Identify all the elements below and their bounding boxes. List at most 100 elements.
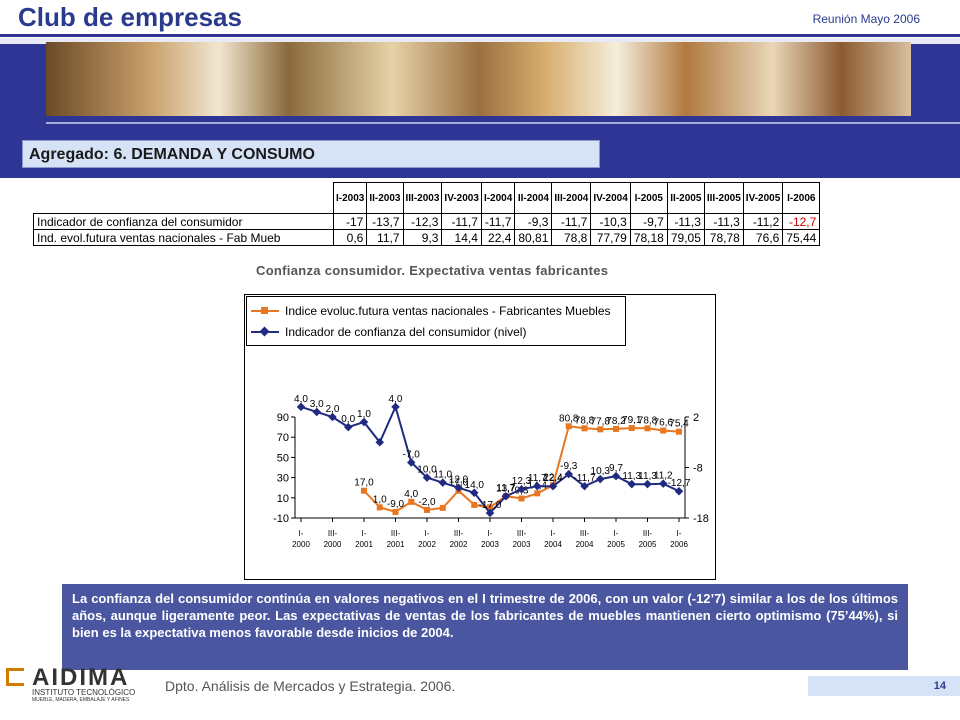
data-label: 13,7: [496, 483, 516, 494]
y-right-tick-label: 2: [693, 412, 699, 424]
data-label: 1,0: [373, 494, 387, 505]
data-point: [422, 473, 432, 482]
x-tick-label-year: 2004: [544, 540, 562, 549]
data-label: 78,8: [638, 415, 658, 426]
x-tick-label-top: III-: [328, 529, 338, 538]
data-table: I-2003 II-2003 III-2003 IV-2003 I-2004 II-200…: [33, 182, 821, 246]
x-tick-label-year: 2005: [639, 540, 657, 549]
data-point: [392, 508, 399, 515]
data-label: 11,7: [496, 483, 515, 494]
table-row: Ind. evol.futura ventas nacionales - Fab…: [33, 229, 821, 246]
legend-label-sales: Indice evoluc.futura ventas nacionales -…: [285, 304, 611, 318]
x-tick-label-year: 2002: [418, 540, 436, 549]
x-tick-label-year: 2004: [576, 540, 594, 549]
data-point: [597, 426, 604, 433]
column-header: IV-2005: [742, 182, 784, 214]
table-cell: 75,44: [782, 229, 821, 246]
legend-swatch-confidence: [251, 326, 279, 337]
data-label: 76,6: [654, 418, 674, 429]
x-tick-label-top: I-: [425, 529, 430, 538]
header-title: Club de empresas: [18, 2, 242, 32]
data-point: [485, 508, 495, 518]
table-cell: 14,4: [441, 229, 482, 246]
table-cell: -13,7: [366, 213, 404, 230]
data-label: 2,0: [326, 404, 340, 415]
data-point: [548, 481, 558, 491]
table-cell: -9,7: [629, 213, 668, 230]
table-cell: -10,3: [590, 213, 631, 230]
x-tick-label-top: I-: [488, 529, 493, 538]
legend-item-sales: Indice evoluc.futura ventas nacionales -…: [247, 303, 611, 319]
data-point: [359, 417, 369, 427]
data-point: [534, 490, 541, 497]
column-header: I-2006: [782, 182, 821, 214]
logo-mark-icon: [6, 668, 24, 686]
x-tick-label-top: III-: [391, 529, 401, 538]
column-header: I-2003: [332, 182, 368, 214]
x-tick-label-top: I-: [677, 529, 682, 538]
table-cell: 76,6: [742, 229, 784, 246]
data-label: 11,3: [622, 471, 641, 482]
x-tick-label-year: 2000: [292, 540, 310, 549]
data-label: 17,0: [354, 478, 374, 489]
y-left-tick-label: 30: [277, 473, 289, 485]
data-point: [564, 469, 573, 479]
logo-subtitle: INSTITUTO TECNOLÓGICO: [32, 688, 136, 697]
table-cell: -12,3: [402, 213, 443, 230]
data-point: [518, 495, 525, 502]
x-tick-label-year: 2003: [513, 540, 531, 549]
footer-text: Dpto. Análisis de Mercados y Estrategia.…: [165, 678, 456, 694]
x-tick-label-year: 2001: [387, 540, 405, 549]
data-label: 10,0: [417, 465, 437, 476]
y-left-tick-label: 50: [277, 452, 289, 464]
data-label: 11,2: [654, 471, 673, 482]
data-label: 12,3: [512, 476, 532, 487]
column-header: II-2004: [514, 182, 553, 214]
data-label: -9,0: [387, 499, 405, 510]
meeting-label: Reunión Mayo 2006: [812, 12, 920, 26]
data-label: 75,4: [669, 419, 689, 430]
y-left-tick-label: 70: [277, 432, 289, 444]
data-label: 77,8: [591, 416, 611, 427]
data-label: -12,7: [668, 478, 691, 489]
data-label: 4,0: [404, 489, 418, 500]
column-header: IV-2004: [590, 182, 631, 214]
data-label: -2,0: [418, 497, 436, 508]
data-point: [391, 402, 400, 412]
table-cell: -9,3: [514, 213, 553, 230]
row-label: Indicador de confianza del consumidor: [33, 213, 334, 230]
data-label: 10,3: [591, 466, 611, 477]
chart-svg: 90 70 50 30 10 -10 2 -8 -18 I- 2000 III- 2000 I- 2001 I…: [273, 394, 709, 549]
legend-swatch-sales: [251, 307, 279, 314]
table-cell: -11,2: [742, 213, 784, 230]
data-label: 1,0: [357, 409, 371, 420]
chart-title: Confianza consumidor. Expectativa ventas…: [256, 263, 609, 278]
column-header: I-2004: [480, 182, 516, 214]
table-cell: 9,3: [402, 229, 443, 246]
data-label: 4,0: [389, 394, 403, 405]
data-label: -9,3: [560, 461, 578, 472]
data-point: [533, 481, 542, 491]
summary-note: La confianza del consumidor continúa en …: [62, 584, 908, 670]
data-label: 11,7: [528, 473, 547, 484]
x-tick-label-top: III-: [454, 529, 464, 538]
legend-item-confidence: Indicador de confianza del consumidor (n…: [247, 324, 526, 340]
data-point: [361, 487, 367, 494]
x-tick-label-year: 2002: [450, 540, 468, 549]
x-tick-label-year: 2006: [670, 540, 688, 549]
banner-photos: [46, 42, 911, 116]
data-point: [376, 504, 383, 511]
data-point: [375, 438, 384, 447]
y-left-tick-label: 90: [277, 412, 289, 424]
data-point: [296, 402, 306, 412]
table-cell: 0,6: [332, 229, 368, 246]
data-label: -7,0: [403, 449, 421, 460]
table-cell: -17: [332, 213, 368, 230]
data-label: 4,0: [294, 394, 308, 405]
table-header-row: I-2003 II-2003 III-2003 IV-2003 I-2004 II-200…: [34, 182, 821, 214]
x-tick-label-year: 2001: [355, 540, 373, 549]
data-label: 78,2: [606, 416, 626, 427]
data-label: 11,3: [638, 471, 657, 482]
data-point: [438, 478, 447, 487]
data-label: 0,0: [341, 414, 355, 425]
